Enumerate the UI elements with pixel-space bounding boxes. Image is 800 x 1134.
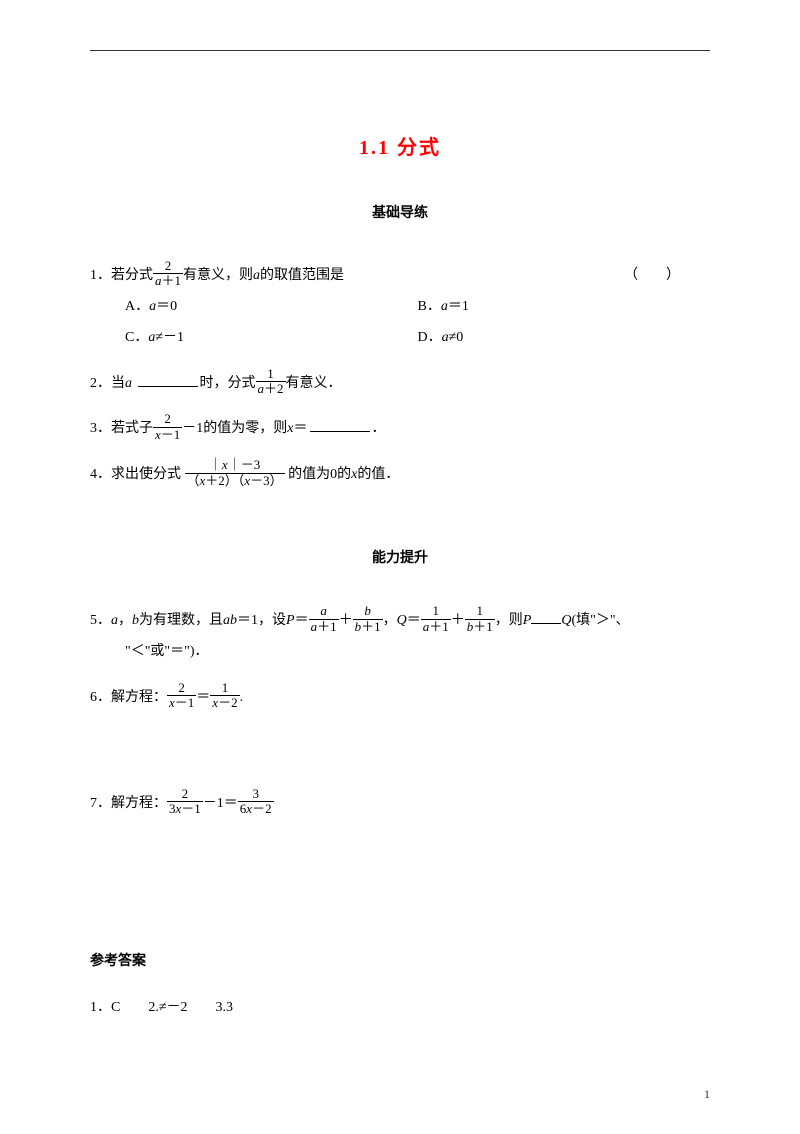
q5-frac1: aa＋1 bbox=[309, 604, 339, 634]
q4-frac-den: （x＋2）（x－3） bbox=[185, 474, 285, 488]
q2-mid: 时，分式 bbox=[200, 376, 256, 391]
q1-suffix: 的取值范围是 bbox=[260, 268, 344, 283]
q4-mid: 的值为0的 bbox=[288, 467, 351, 482]
q1-option-c: C．a≠－1 bbox=[125, 323, 418, 354]
q6-frac2: 1x－2 bbox=[210, 681, 239, 711]
q2-fraction: 1a＋2 bbox=[256, 367, 286, 397]
q1-option-a: A．a＝0 bbox=[125, 292, 418, 323]
q2-frac-den: a＋2 bbox=[256, 382, 286, 396]
question-5: 5．a，b为有理数，且ab＝1，设P＝aa＋1＋bb＋1，Q＝1a＋1＋1b＋1… bbox=[90, 606, 710, 668]
q1-mid: 有意义，则 bbox=[183, 268, 253, 283]
q1-row2: C．a≠－1 D．a≠0 bbox=[125, 323, 710, 354]
q5-frac3: 1a＋1 bbox=[421, 604, 451, 634]
q1-fraction: 2a＋1 bbox=[153, 259, 183, 289]
q2-blank bbox=[138, 373, 198, 387]
page-number: 1 bbox=[704, 1084, 710, 1106]
q5-blank bbox=[531, 610, 561, 624]
q4-prefix: 4．求出使分式 bbox=[90, 467, 181, 482]
question-2: 2．当a 时，分式1a＋2有意义． bbox=[90, 369, 710, 400]
question-1: 1．若分式2a＋1有意义，则a的取值范围是 （ ） A．a＝0 B．a＝1 C．… bbox=[90, 261, 710, 353]
question-4: 4．求出使分式 ｜x｜－3（x＋2）（x－3） 的值为0的x的值． bbox=[90, 460, 710, 491]
q4-frac-num: ｜x｜－3 bbox=[185, 458, 285, 473]
q3-prefix: 3．若式子 bbox=[90, 421, 153, 436]
q3-eq: ＝ bbox=[294, 421, 308, 436]
q1-row1: A．a＝0 B．a＝1 bbox=[125, 292, 710, 323]
answer-section: 参考答案 1．C 2.≠－2 3.3 bbox=[90, 949, 710, 1019]
q1-paren: （ ） bbox=[624, 261, 680, 292]
q3-frac-den: x－1 bbox=[153, 428, 182, 442]
q5-line2: "＜"或"＝")． bbox=[90, 637, 710, 668]
q3-suffix: ． bbox=[372, 421, 386, 436]
question-6: 6．解方程：2x－1＝1x－2. bbox=[90, 683, 710, 714]
header-divider bbox=[90, 50, 710, 51]
q1-frac-den: a＋1 bbox=[153, 274, 183, 288]
question-7: 7．解方程：23x－1－1＝36x－2 bbox=[90, 789, 710, 820]
q2-var: a bbox=[125, 376, 132, 391]
q7-frac2: 36x－2 bbox=[238, 787, 274, 817]
q3-blank bbox=[310, 418, 370, 432]
q5-frac4: 1b＋1 bbox=[465, 604, 495, 634]
q1-options: A．a＝0 B．a＝1 C．a≠－1 D．a≠0 bbox=[90, 292, 710, 354]
q1-option-d: D．a≠0 bbox=[418, 323, 711, 354]
answer-line: 1．C 2.≠－2 3.3 bbox=[90, 995, 710, 1020]
q1-frac-num: 2 bbox=[153, 259, 183, 274]
answer-title: 参考答案 bbox=[90, 949, 710, 974]
q1-var: a bbox=[253, 268, 260, 283]
q2-prefix: 2．当 bbox=[90, 376, 125, 391]
q3-frac-num: 2 bbox=[153, 412, 182, 427]
section-header-advanced: 能力提升 bbox=[90, 546, 710, 571]
q3-mid: －1的值为零，则 bbox=[182, 421, 287, 436]
q5-frac2: bb＋1 bbox=[353, 604, 383, 634]
q4-fraction: ｜x｜－3（x＋2）（x－3） bbox=[185, 458, 285, 488]
q6-frac1: 2x－1 bbox=[167, 681, 196, 711]
q1-prefix: 1．若分式 bbox=[90, 268, 153, 283]
q1-option-b: B．a＝1 bbox=[418, 292, 711, 323]
q2-suffix: 有意义． bbox=[286, 376, 342, 391]
q4-suffix: 的值． bbox=[357, 467, 399, 482]
q2-frac-num: 1 bbox=[256, 367, 286, 382]
page-title: 1.1 分式 bbox=[90, 130, 710, 166]
q3-fraction: 2x－1 bbox=[153, 412, 182, 442]
q7-frac1: 23x－1 bbox=[167, 787, 203, 817]
question-3: 3．若式子2x－1－1的值为零，则x＝． bbox=[90, 414, 710, 445]
section-header-basic: 基础导练 bbox=[90, 201, 710, 226]
